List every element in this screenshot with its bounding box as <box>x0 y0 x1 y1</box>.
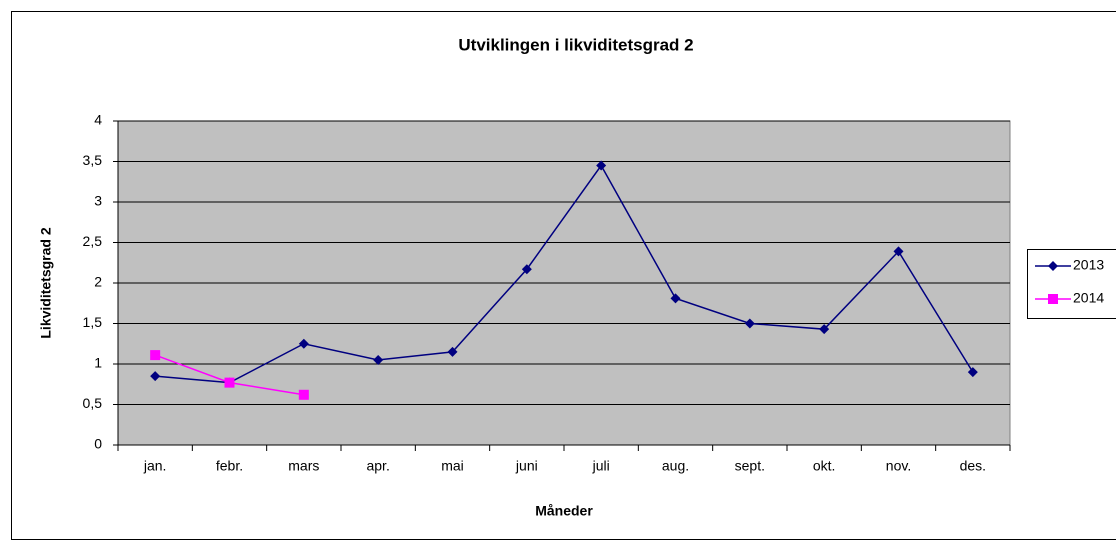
y-tick-label: 1 <box>94 355 102 371</box>
marker <box>744 318 755 329</box>
legend-box <box>1027 249 1116 319</box>
x-tick-label: febr. <box>216 458 243 474</box>
x-tick-label: okt. <box>813 458 836 474</box>
legend-marker <box>1048 294 1058 304</box>
marker <box>298 338 309 349</box>
x-tick-label: mars <box>288 458 319 474</box>
legend-marker <box>1048 261 1058 271</box>
marker <box>150 371 161 382</box>
legend-label: 2014 <box>1073 290 1104 306</box>
x-axis-label: Måneder <box>535 503 593 519</box>
x-tick-label: des. <box>960 458 986 474</box>
marker <box>967 367 978 378</box>
x-tick-label: juni <box>515 458 538 474</box>
marker <box>447 346 458 357</box>
x-tick-label: sept. <box>735 458 765 474</box>
x-tick-label: nov. <box>886 458 911 474</box>
series-line <box>155 164 974 384</box>
marker <box>670 293 681 304</box>
y-tick-label: 0,5 <box>83 395 103 411</box>
marker <box>373 354 384 365</box>
marker <box>893 246 904 257</box>
y-tick-label: 4 <box>94 112 102 128</box>
x-tick-label: apr. <box>366 458 389 474</box>
marker <box>224 377 235 388</box>
chart-title: Utviklingen i likviditetsgrad 2 <box>458 35 693 54</box>
y-tick-label: 2,5 <box>83 233 103 249</box>
x-tick-label: aug. <box>662 458 689 474</box>
y-tick-label: 2 <box>94 274 102 290</box>
x-tick-label: juli <box>592 458 610 474</box>
marker <box>521 264 532 275</box>
x-tick-label: jan. <box>143 458 167 474</box>
marker <box>298 389 309 400</box>
marker <box>596 160 607 171</box>
x-tick-label: mai <box>441 458 464 474</box>
y-axis-label: Likviditetsgrad 2 <box>38 227 54 338</box>
y-tick-label: 3,5 <box>83 152 103 168</box>
y-tick-label: 1,5 <box>83 314 103 330</box>
legend-label: 2013 <box>1073 257 1104 273</box>
y-tick-label: 0 <box>94 436 102 452</box>
marker <box>150 350 161 361</box>
marker <box>819 324 830 335</box>
y-tick-label: 3 <box>94 193 102 209</box>
